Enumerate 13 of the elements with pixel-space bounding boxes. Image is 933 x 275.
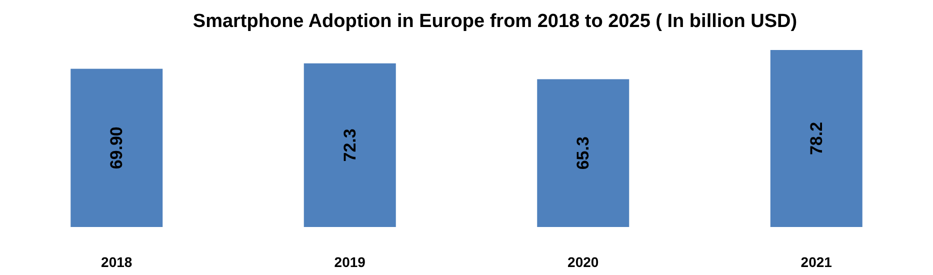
x-tick-label: 2020 — [568, 254, 599, 270]
x-tick-label: 2018 — [101, 254, 132, 270]
data-label: 65.3 — [574, 136, 593, 170]
bar — [537, 79, 630, 227]
x-tick-label: 2021 — [800, 254, 832, 270]
x-tick-label: 2019 — [334, 254, 366, 270]
data-label: 78.2 — [806, 122, 826, 156]
bar — [70, 68, 163, 227]
data-label: 72.3 — [340, 128, 360, 162]
bar — [304, 63, 396, 227]
chart-title: Smartphone Adoption in Europe from 2018 to 2025 ( In billion USD) — [192, 11, 798, 32]
bar — [770, 50, 862, 227]
data-label: 69.90 — [107, 126, 126, 170]
